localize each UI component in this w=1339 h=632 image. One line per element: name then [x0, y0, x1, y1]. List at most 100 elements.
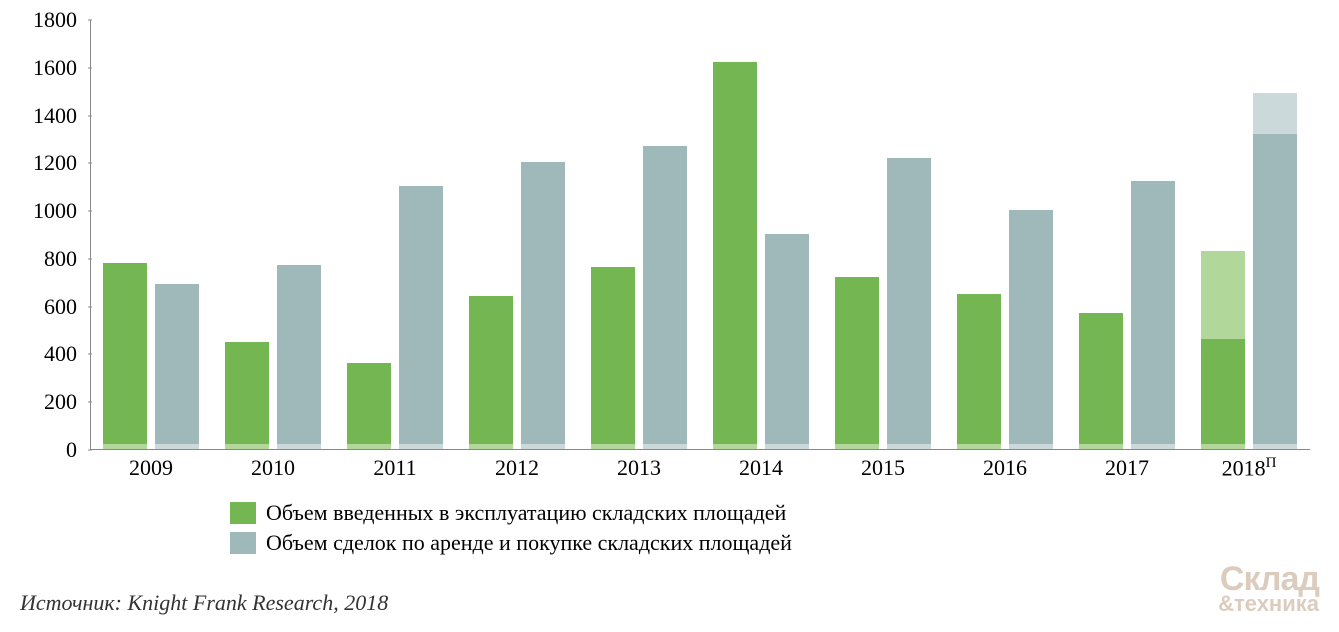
y-tick-mark — [88, 115, 92, 116]
bar-segment — [347, 363, 391, 444]
bar-base — [1131, 444, 1175, 449]
bar-segment — [521, 162, 565, 444]
bar-segment — [225, 342, 269, 445]
bar-segment — [835, 277, 879, 444]
legend: Объем введенных в эксплуатацию складских… — [230, 500, 792, 560]
bar-commissioned — [469, 296, 513, 449]
bar-segment — [591, 267, 635, 444]
bar-commissioned — [225, 342, 269, 450]
bar-segment — [887, 158, 931, 444]
y-tick-mark — [88, 67, 92, 68]
bar-base — [469, 444, 513, 449]
bar-segment — [1253, 134, 1297, 444]
y-tick-label: 1200 — [33, 150, 77, 176]
x-tick-label: 2011 — [340, 455, 450, 481]
bar-deals — [765, 234, 809, 449]
bar-segment — [469, 296, 513, 444]
y-tick-label: 0 — [66, 437, 77, 463]
watermark-line2: &техника — [1218, 594, 1319, 614]
bar-base — [155, 444, 199, 449]
bar-segment — [1201, 339, 1245, 444]
bar-commissioned — [957, 294, 1001, 449]
y-tick-label: 1400 — [33, 103, 77, 129]
bar-base — [225, 444, 269, 449]
y-tick-mark — [88, 354, 92, 355]
bar-deals — [277, 265, 321, 449]
bar-deals — [155, 284, 199, 449]
bar-base — [521, 444, 565, 449]
bar-deals — [399, 186, 443, 449]
bar-base — [1253, 444, 1297, 449]
bar-base — [1201, 444, 1245, 449]
bar-group — [218, 265, 328, 449]
legend-label: Объем сделок по аренде и покупке складск… — [266, 530, 792, 556]
bar-group — [706, 62, 816, 449]
bar-base — [1009, 444, 1053, 449]
x-tick-label: 2012 — [462, 455, 572, 481]
legend-swatch — [230, 532, 256, 554]
bars-wrap — [90, 20, 1310, 449]
bar-group — [1072, 181, 1182, 449]
bar-segment — [1131, 181, 1175, 444]
bar-commissioned — [1079, 313, 1123, 449]
bar-deals — [1009, 210, 1053, 449]
y-tick-label: 1000 — [33, 198, 77, 224]
bar-group — [1194, 93, 1304, 449]
y-axis: 020040060080010001200140016001800 — [20, 20, 85, 450]
bar-base — [765, 444, 809, 449]
bar-segment — [277, 265, 321, 444]
y-tick-label: 200 — [44, 389, 77, 415]
y-tick-label: 1600 — [33, 55, 77, 81]
watermark: Склад &техника — [1218, 564, 1319, 614]
bar-base — [835, 444, 879, 449]
bar-group — [462, 162, 572, 449]
bar-commissioned — [347, 363, 391, 449]
bar-base — [887, 444, 931, 449]
y-tick-mark — [88, 450, 92, 451]
bar-segment — [643, 146, 687, 444]
x-tick-label: 2017 — [1072, 455, 1182, 481]
x-tick-label: 2009 — [96, 455, 206, 481]
bar-base — [713, 444, 757, 449]
x-tick-label: 2010 — [218, 455, 328, 481]
bar-commissioned — [713, 62, 757, 449]
bar-group — [950, 210, 1060, 449]
source-text: Источник: Knight Frank Research, 2018 — [20, 590, 388, 616]
x-tick-label: 2016 — [950, 455, 1060, 481]
y-tick-label: 600 — [44, 294, 77, 320]
bar-base — [103, 444, 147, 449]
bar-segment — [1009, 210, 1053, 444]
bar-commissioned — [591, 267, 635, 449]
legend-swatch — [230, 502, 256, 524]
bar-base — [957, 444, 1001, 449]
bar-forecast-segment — [1253, 93, 1297, 134]
y-tick-label: 1800 — [33, 7, 77, 33]
y-tick-label: 400 — [44, 341, 77, 367]
bar-commissioned — [835, 277, 879, 449]
bar-group — [584, 146, 694, 449]
plot-area — [90, 20, 1310, 450]
bar-commissioned — [1201, 251, 1245, 449]
bar-group — [340, 186, 450, 449]
y-tick-mark — [88, 163, 92, 164]
bar-commissioned — [103, 263, 147, 449]
y-tick-mark — [88, 306, 92, 307]
legend-item: Объем сделок по аренде и покупке складск… — [230, 530, 792, 556]
bar-segment — [155, 284, 199, 444]
x-axis-labels: 2009201020112012201320142015201620172018… — [90, 455, 1310, 481]
bar-base — [347, 444, 391, 449]
x-tick-label: 2018П — [1194, 455, 1304, 481]
bar-deals — [887, 158, 931, 449]
bar-segment — [399, 186, 443, 444]
y-tick-mark — [88, 258, 92, 259]
y-tick-mark — [88, 211, 92, 212]
bar-base — [591, 444, 635, 449]
x-tick-label: 2015 — [828, 455, 938, 481]
legend-label: Объем введенных в эксплуатацию складских… — [266, 500, 786, 526]
y-tick-label: 800 — [44, 246, 77, 272]
bar-group — [96, 263, 206, 449]
bar-segment — [1079, 313, 1123, 444]
bar-group — [828, 158, 938, 449]
bar-segment — [713, 62, 757, 444]
y-tick-mark — [88, 402, 92, 403]
